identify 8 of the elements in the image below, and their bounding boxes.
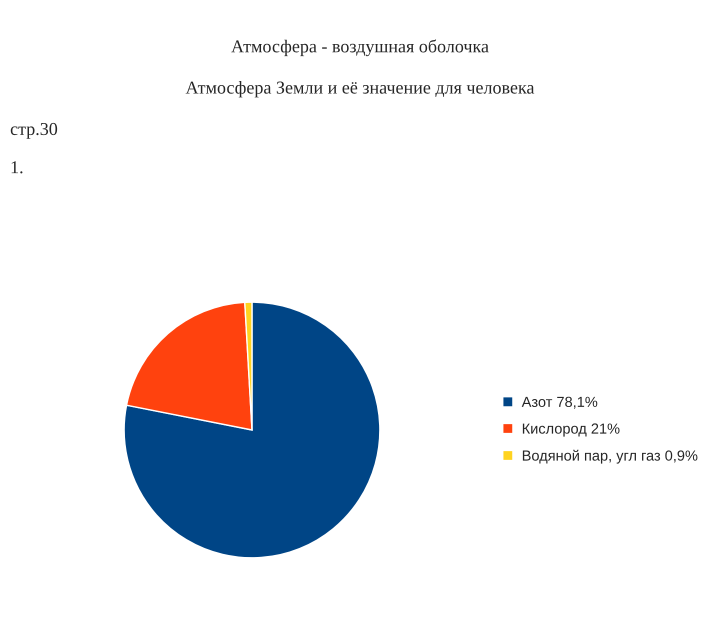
chart-title: Атмосфера - воздушная оболочка	[231, 39, 489, 56]
legend-label: Водяной пар, угл газ 0,9%	[522, 450, 698, 464]
chart-subtitle: Атмосфера Земли и её значение для человека	[186, 80, 534, 98]
legend-label: Азот 78,1%	[522, 396, 598, 409]
pie-slice	[123, 301, 381, 559]
text: стр.30	[10, 122, 58, 139]
text: 1.	[12, 161, 22, 174]
legend-label: Кислород 21%	[522, 423, 620, 437]
